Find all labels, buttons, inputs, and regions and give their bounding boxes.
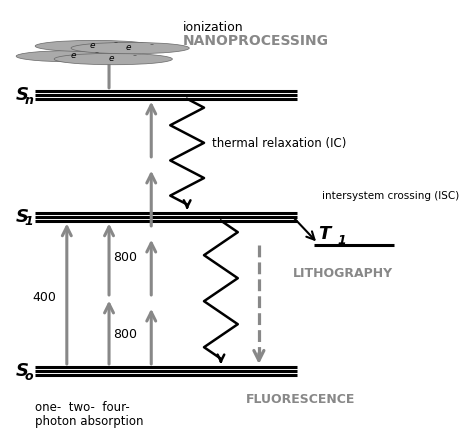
Text: 1: 1 — [337, 235, 346, 248]
Circle shape — [71, 42, 189, 54]
Text: photon absorption: photon absorption — [35, 415, 144, 428]
Text: T: T — [318, 225, 330, 243]
Text: ⁻: ⁻ — [132, 53, 137, 61]
Text: NANOPROCESSING: NANOPROCESSING — [183, 34, 329, 48]
Text: e: e — [109, 54, 114, 63]
Text: 400: 400 — [32, 291, 56, 304]
Text: one-  two-  four-: one- two- four- — [35, 401, 130, 414]
Text: n: n — [24, 94, 33, 107]
Text: thermal relaxation (IC): thermal relaxation (IC) — [212, 137, 347, 150]
Text: o: o — [25, 370, 33, 383]
Text: S: S — [16, 362, 29, 380]
Circle shape — [54, 54, 173, 65]
Circle shape — [16, 51, 134, 62]
Circle shape — [35, 40, 154, 52]
Text: 800: 800 — [113, 328, 137, 341]
Text: 800: 800 — [113, 251, 137, 264]
Text: ⁻: ⁻ — [94, 50, 99, 59]
Text: 1: 1 — [24, 216, 33, 229]
Text: S: S — [16, 208, 29, 226]
Text: S: S — [16, 86, 29, 104]
Text: ionization: ionization — [183, 21, 244, 34]
Text: e: e — [90, 41, 95, 50]
Text: intersystem crossing (ISC): intersystem crossing (ISC) — [322, 191, 459, 201]
Text: ⁻: ⁻ — [113, 39, 118, 48]
Text: FLUORESCENCE: FLUORESCENCE — [246, 393, 356, 406]
Text: ⁻: ⁻ — [149, 41, 153, 51]
Text: e: e — [125, 43, 131, 52]
Text: LITHOGRAPHY: LITHOGRAPHY — [292, 267, 393, 280]
Text: e: e — [71, 51, 76, 60]
